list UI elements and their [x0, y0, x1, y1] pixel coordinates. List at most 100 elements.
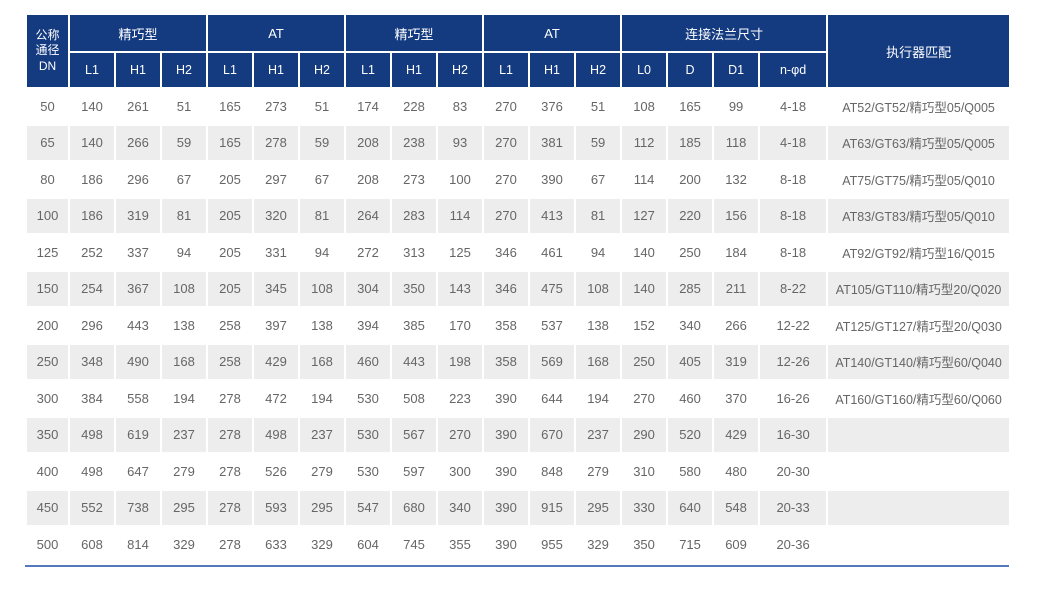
- actuator-cell: [826, 488, 1012, 527]
- dimension-cell: 340: [666, 306, 715, 345]
- dimension-cell: 83: [436, 87, 485, 126]
- dimension-cell: 59: [160, 123, 208, 162]
- dn-cell: 65: [25, 123, 70, 162]
- dimension-cell: 390: [482, 525, 531, 564]
- dimension-cell: 51: [574, 87, 623, 126]
- dimension-cell: 184: [712, 233, 761, 272]
- dimension-cell: 390: [528, 160, 577, 199]
- dn-cell: 350: [25, 415, 70, 454]
- dimension-cell: 295: [297, 488, 347, 527]
- dimension-cell: 367: [114, 269, 162, 308]
- actuator-cell: AT160/GT160/精巧型60/Q060: [826, 379, 1012, 418]
- dimension-cell: 108: [620, 87, 669, 126]
- table-row: 200 296 443 138 258 397 138 394 385 170 358 537 138 1…: [25, 306, 1012, 345]
- table-header: 公称 通径 DN 精巧型 AT 精巧型 AT 连接法兰尺寸 执行器匹配 L1 H…: [25, 13, 1012, 89]
- dimension-cell: 490: [114, 342, 162, 381]
- dimension-cell: 381: [528, 123, 577, 162]
- dimension-cell: 198: [436, 342, 485, 381]
- dimension-cell: 51: [297, 87, 347, 126]
- actuator-cell: AT52/GT52/精巧型05/Q005: [826, 87, 1012, 126]
- dimension-cell: 460: [344, 342, 393, 381]
- dimension-cell: 670: [528, 415, 577, 454]
- actuator-cell: AT83/GT83/精巧型05/Q010: [826, 196, 1012, 235]
- dimension-cell: 552: [68, 488, 116, 527]
- dimension-cell: 127: [620, 196, 669, 235]
- actuator-cell: AT63/GT63/精巧型05/Q005: [826, 123, 1012, 162]
- dimension-cell: 237: [574, 415, 623, 454]
- dimension-cell: 270: [482, 196, 531, 235]
- dimension-cell: 319: [114, 196, 162, 235]
- dimension-cell: 205: [206, 160, 254, 199]
- dimension-cell: 738: [114, 488, 162, 527]
- dimension-cell: 270: [482, 160, 531, 199]
- dimension-cell: 604: [344, 525, 393, 564]
- col-header-h2: H2: [574, 51, 623, 89]
- group-header-compact-2: 精巧型: [344, 13, 485, 53]
- dimension-cell: 520: [666, 415, 715, 454]
- dimension-cell: 220: [666, 196, 715, 235]
- dimension-cell: 237: [160, 415, 208, 454]
- dimension-cell: 537: [528, 306, 577, 345]
- table-row: 500 608 814 329 278 633 329 604 745 355 390 955 329 3…: [25, 525, 1012, 564]
- dimension-cell: 140: [68, 123, 116, 162]
- dimension-cell: 429: [712, 415, 761, 454]
- dimension-cell: 156: [712, 196, 761, 235]
- dn-cell: 50: [25, 87, 70, 126]
- dimension-cell: 270: [482, 123, 531, 162]
- dimension-cell: 51: [160, 87, 208, 126]
- dimension-cell: 278: [206, 452, 254, 491]
- dimension-cell: 59: [574, 123, 623, 162]
- table-row: 300 384 558 194 278 472 194 530 508 223 390 644 194 2…: [25, 379, 1012, 418]
- group-header-compact-1: 精巧型: [68, 13, 208, 53]
- dimension-cell: 279: [160, 452, 208, 491]
- dn-cell: 125: [25, 233, 70, 272]
- table-row: 150 254 367 108 205 345 108 304 350 143 346 475 108 1…: [25, 269, 1012, 308]
- dimension-cell: 168: [574, 342, 623, 381]
- dimension-cell: 165: [206, 87, 254, 126]
- dimension-cell: 273: [252, 87, 300, 126]
- dn-cell: 500: [25, 525, 70, 564]
- dn-cell: 400: [25, 452, 70, 491]
- dimension-cell: 346: [482, 269, 531, 308]
- dimension-cell: 370: [712, 379, 761, 418]
- dimension-cell: 237: [297, 415, 347, 454]
- col-header-l1: L1: [68, 51, 116, 89]
- dimension-cell: 270: [436, 415, 485, 454]
- table-row: 100 186 319 81 205 320 81 264 283 114 270 413 81 127 2…: [25, 196, 1012, 235]
- dimension-cell: 81: [160, 196, 208, 235]
- dimension-cell: 261: [114, 87, 162, 126]
- dimension-cell: 460: [666, 379, 715, 418]
- col-header-l0: L0: [620, 51, 669, 89]
- dimension-cell: 283: [390, 196, 439, 235]
- dimension-cell: 955: [528, 525, 577, 564]
- dimension-cell: 168: [297, 342, 347, 381]
- dimension-cell: 20-36: [758, 525, 829, 564]
- dimension-cell: 461: [528, 233, 577, 272]
- dimension-cell: 208: [344, 160, 393, 199]
- dimension-cell: 278: [206, 488, 254, 527]
- dimension-cell: 548: [712, 488, 761, 527]
- table-row: 50 140 261 51 165 273 51 174 228 83 270 376 51 108 165…: [25, 87, 1012, 126]
- dimension-cell: 329: [160, 525, 208, 564]
- dimension-cell: 313: [390, 233, 439, 272]
- dimension-cell: 20-30: [758, 452, 829, 491]
- dimension-cell: 597: [390, 452, 439, 491]
- col-header-h1: H1: [528, 51, 577, 89]
- dimension-cell: 745: [390, 525, 439, 564]
- dimension-cell: 376: [528, 87, 577, 126]
- dimension-cell: 715: [666, 525, 715, 564]
- col-header-l1: L1: [344, 51, 393, 89]
- dimension-cell: 278: [252, 123, 300, 162]
- col-header-l1: L1: [482, 51, 531, 89]
- dimension-cell: 320: [252, 196, 300, 235]
- dimension-cell: 644: [528, 379, 577, 418]
- dimension-cell: 59: [297, 123, 347, 162]
- dimension-cell: 205: [206, 233, 254, 272]
- dimension-cell: 290: [620, 415, 669, 454]
- table-row: 350 498 619 237 278 498 237 530 567 270 390 670 237 2…: [25, 415, 1012, 454]
- dimension-cell: 547: [344, 488, 393, 527]
- dimension-cell: 108: [160, 269, 208, 308]
- dimension-cell: 295: [574, 488, 623, 527]
- dimension-cell: 186: [68, 160, 116, 199]
- dimension-cell: 394: [344, 306, 393, 345]
